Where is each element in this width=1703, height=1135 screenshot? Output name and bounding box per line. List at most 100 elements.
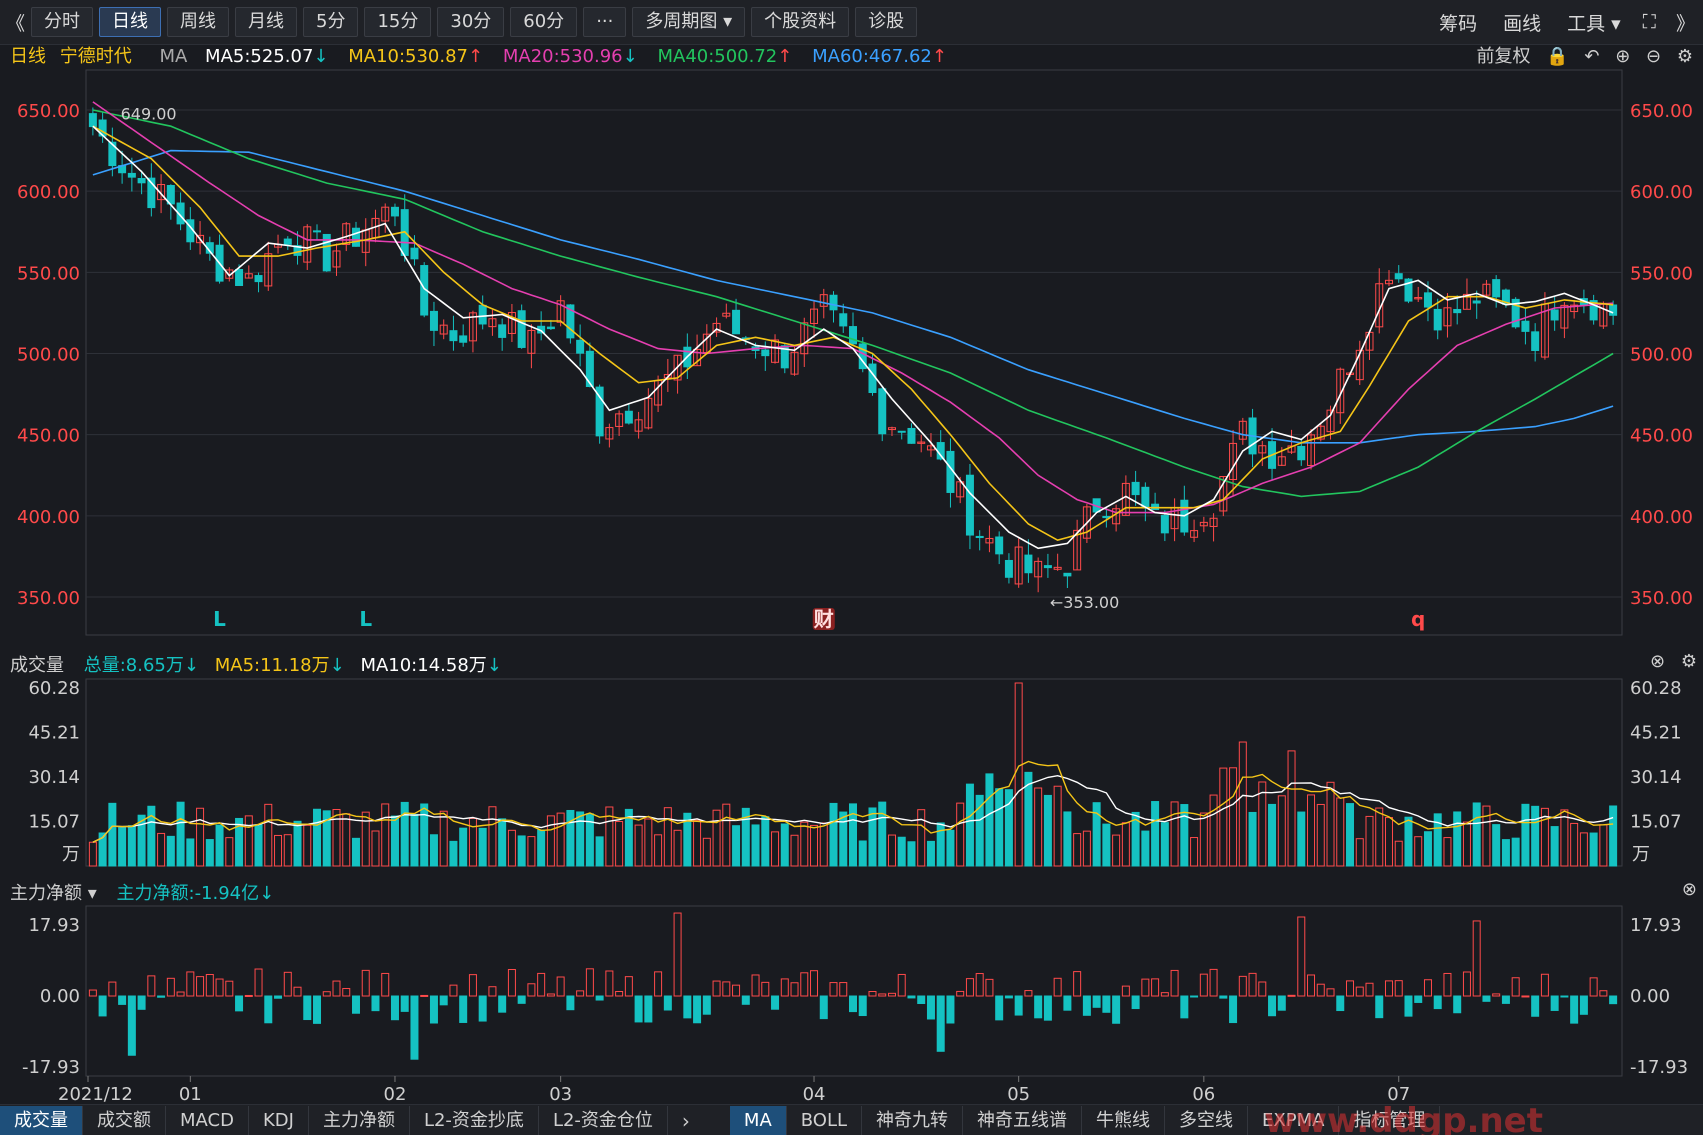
candle-body	[1521, 320, 1530, 332]
overlay-tab-3[interactable]: 神奇五线谱	[963, 1106, 1083, 1135]
lock-icon[interactable]: 🔒	[1546, 46, 1569, 67]
overlay-tab-4[interactable]: 牛熊线	[1082, 1106, 1166, 1135]
flow-label[interactable]: 主力净额 ▾	[10, 883, 97, 904]
volume-bar	[381, 803, 390, 867]
overlay-tab-7[interactable]: 指标管理	[1339, 1106, 1441, 1135]
indicator-tab-1[interactable]: 成交额	[83, 1106, 166, 1135]
flow-bar	[1326, 988, 1335, 997]
zoom-in-icon[interactable]: ⊕	[1615, 46, 1631, 67]
flow-bar	[1609, 995, 1618, 1005]
period-button-5[interactable]: 15分	[364, 7, 432, 37]
period-button-3[interactable]: 月线	[235, 7, 298, 37]
volume-bar	[829, 802, 838, 867]
volume-bar	[1258, 781, 1267, 867]
overlay-tab-5[interactable]: 多空线	[1165, 1106, 1249, 1135]
volume-bar	[1043, 794, 1052, 867]
indicator-tab-0[interactable]: 成交量	[0, 1106, 83, 1135]
flow-legend: 主力净额 ▾ 主力净额:-1.94亿↓	[10, 879, 274, 905]
candle-body	[624, 410, 633, 424]
candle-body	[995, 536, 1004, 555]
collapse-left-icon[interactable]: 《	[6, 12, 26, 35]
flow-bar	[1229, 995, 1238, 1024]
period-button-2[interactable]: 周线	[167, 7, 230, 37]
flow-bar	[88, 989, 97, 997]
volume-tick-left: 45.21	[28, 723, 80, 744]
flow-bar	[615, 990, 624, 997]
candle-body	[897, 430, 906, 433]
close-flow-icon[interactable]: ⊗	[1681, 879, 1697, 900]
period-button-9[interactable]: 多周期图 ▾	[632, 7, 746, 37]
candle-body	[108, 141, 117, 167]
volume-bar	[517, 835, 526, 867]
overlay-tab-0[interactable]: MA	[729, 1106, 787, 1135]
flow-bar	[1355, 986, 1364, 997]
candle-body	[556, 300, 565, 323]
period-button-4[interactable]: 5分	[303, 7, 359, 37]
flow-bar	[741, 995, 750, 1005]
volume-settings-icon[interactable]: ⚙	[1680, 651, 1697, 672]
volume-bar	[1336, 797, 1345, 867]
candle-body	[1472, 300, 1481, 304]
period-button-1[interactable]: 日线	[99, 7, 162, 37]
flow-tick-right: 0.00	[1630, 986, 1670, 1007]
candle-body	[1014, 546, 1023, 585]
volume-bar	[975, 794, 984, 867]
volume-bar	[985, 773, 994, 867]
flow-bar	[605, 970, 614, 997]
overlay-tab-2[interactable]: 神奇九转	[862, 1106, 964, 1135]
period-button-10[interactable]: 个股资料	[751, 7, 850, 37]
volume-ma10: MA10:14.58万	[360, 655, 487, 676]
stock-name[interactable]: 宁德时代	[59, 46, 132, 67]
undo-icon[interactable]: ↶	[1584, 46, 1600, 67]
flow-bar	[498, 995, 507, 1013]
flow-bar	[712, 980, 721, 997]
flow-bar	[1034, 995, 1043, 1019]
flow-bar	[215, 978, 224, 997]
indicator-tabs-left: 成交量 成交额 MACD KDJ 主力净额 L2-资金抄底 L2-资金仓位	[0, 1106, 668, 1135]
candle-body	[917, 441, 926, 444]
flow-bar	[147, 975, 156, 997]
zoom-out-icon[interactable]: ⊖	[1646, 46, 1662, 67]
tabs-next-icon[interactable]: ›	[681, 1108, 690, 1133]
period-button-8[interactable]: ···	[583, 7, 627, 37]
settings-icon[interactable]: ⚙	[1676, 46, 1693, 67]
candle-body	[1258, 445, 1267, 454]
period-button-7[interactable]: 60分	[510, 7, 578, 37]
candle-body	[1375, 283, 1384, 328]
vol-ma5-arrow-icon: ↓	[329, 655, 345, 676]
chips-button[interactable]: 筹码	[1439, 12, 1478, 35]
volume-bar	[654, 834, 663, 867]
indicator-tab-3[interactable]: KDJ	[249, 1106, 309, 1135]
volume-bar	[1365, 815, 1374, 867]
close-volume-icon[interactable]: ⊗	[1650, 651, 1666, 672]
period-button-6[interactable]: 30分	[437, 7, 505, 37]
flow-bar	[887, 992, 896, 997]
draw-button[interactable]: 画线	[1503, 12, 1542, 35]
price-tick-right: 350.00	[1630, 588, 1693, 609]
flow-bar	[751, 974, 760, 997]
period-button-0[interactable]: 分时	[31, 7, 94, 37]
period-buttons: 分时 日线 周线 月线 5分 15分 30分 60分 ··· 多周期图 ▾ 个股资料 诊股	[25, 7, 918, 37]
indicator-tab-5[interactable]: L2-资金抄底	[410, 1106, 539, 1135]
candle-body	[1570, 304, 1579, 313]
indicator-tab-2[interactable]: MACD	[166, 1106, 249, 1135]
indicator-tab-6[interactable]: L2-资金仓位	[539, 1106, 668, 1135]
flow-bar	[1043, 995, 1052, 1021]
volume-bar	[995, 788, 1004, 867]
volume-bar	[1034, 787, 1043, 867]
tools-button[interactable]: 工具 ▾	[1567, 12, 1621, 35]
indicator-tab-4[interactable]: 主力净额	[309, 1106, 410, 1135]
candle-body	[1238, 420, 1247, 440]
adjust-mode[interactable]: 前复权	[1476, 46, 1531, 67]
indicator-name[interactable]: MA	[159, 46, 188, 67]
flow-bar	[332, 980, 341, 997]
collapse-right-icon[interactable]: 》	[1675, 12, 1695, 35]
flow-bar	[1307, 974, 1316, 997]
price-frame	[85, 69, 1623, 636]
overlay-tab-1[interactable]: BOLL	[787, 1106, 863, 1135]
fullscreen-icon[interactable]: ⛶	[1642, 11, 1656, 33]
volume-bar	[1229, 767, 1238, 867]
period-button-11[interactable]: 诊股	[855, 7, 918, 37]
overlay-tab-6[interactable]: EXPMA	[1248, 1106, 1340, 1135]
date-tick-label: 2021/12	[58, 1084, 133, 1105]
